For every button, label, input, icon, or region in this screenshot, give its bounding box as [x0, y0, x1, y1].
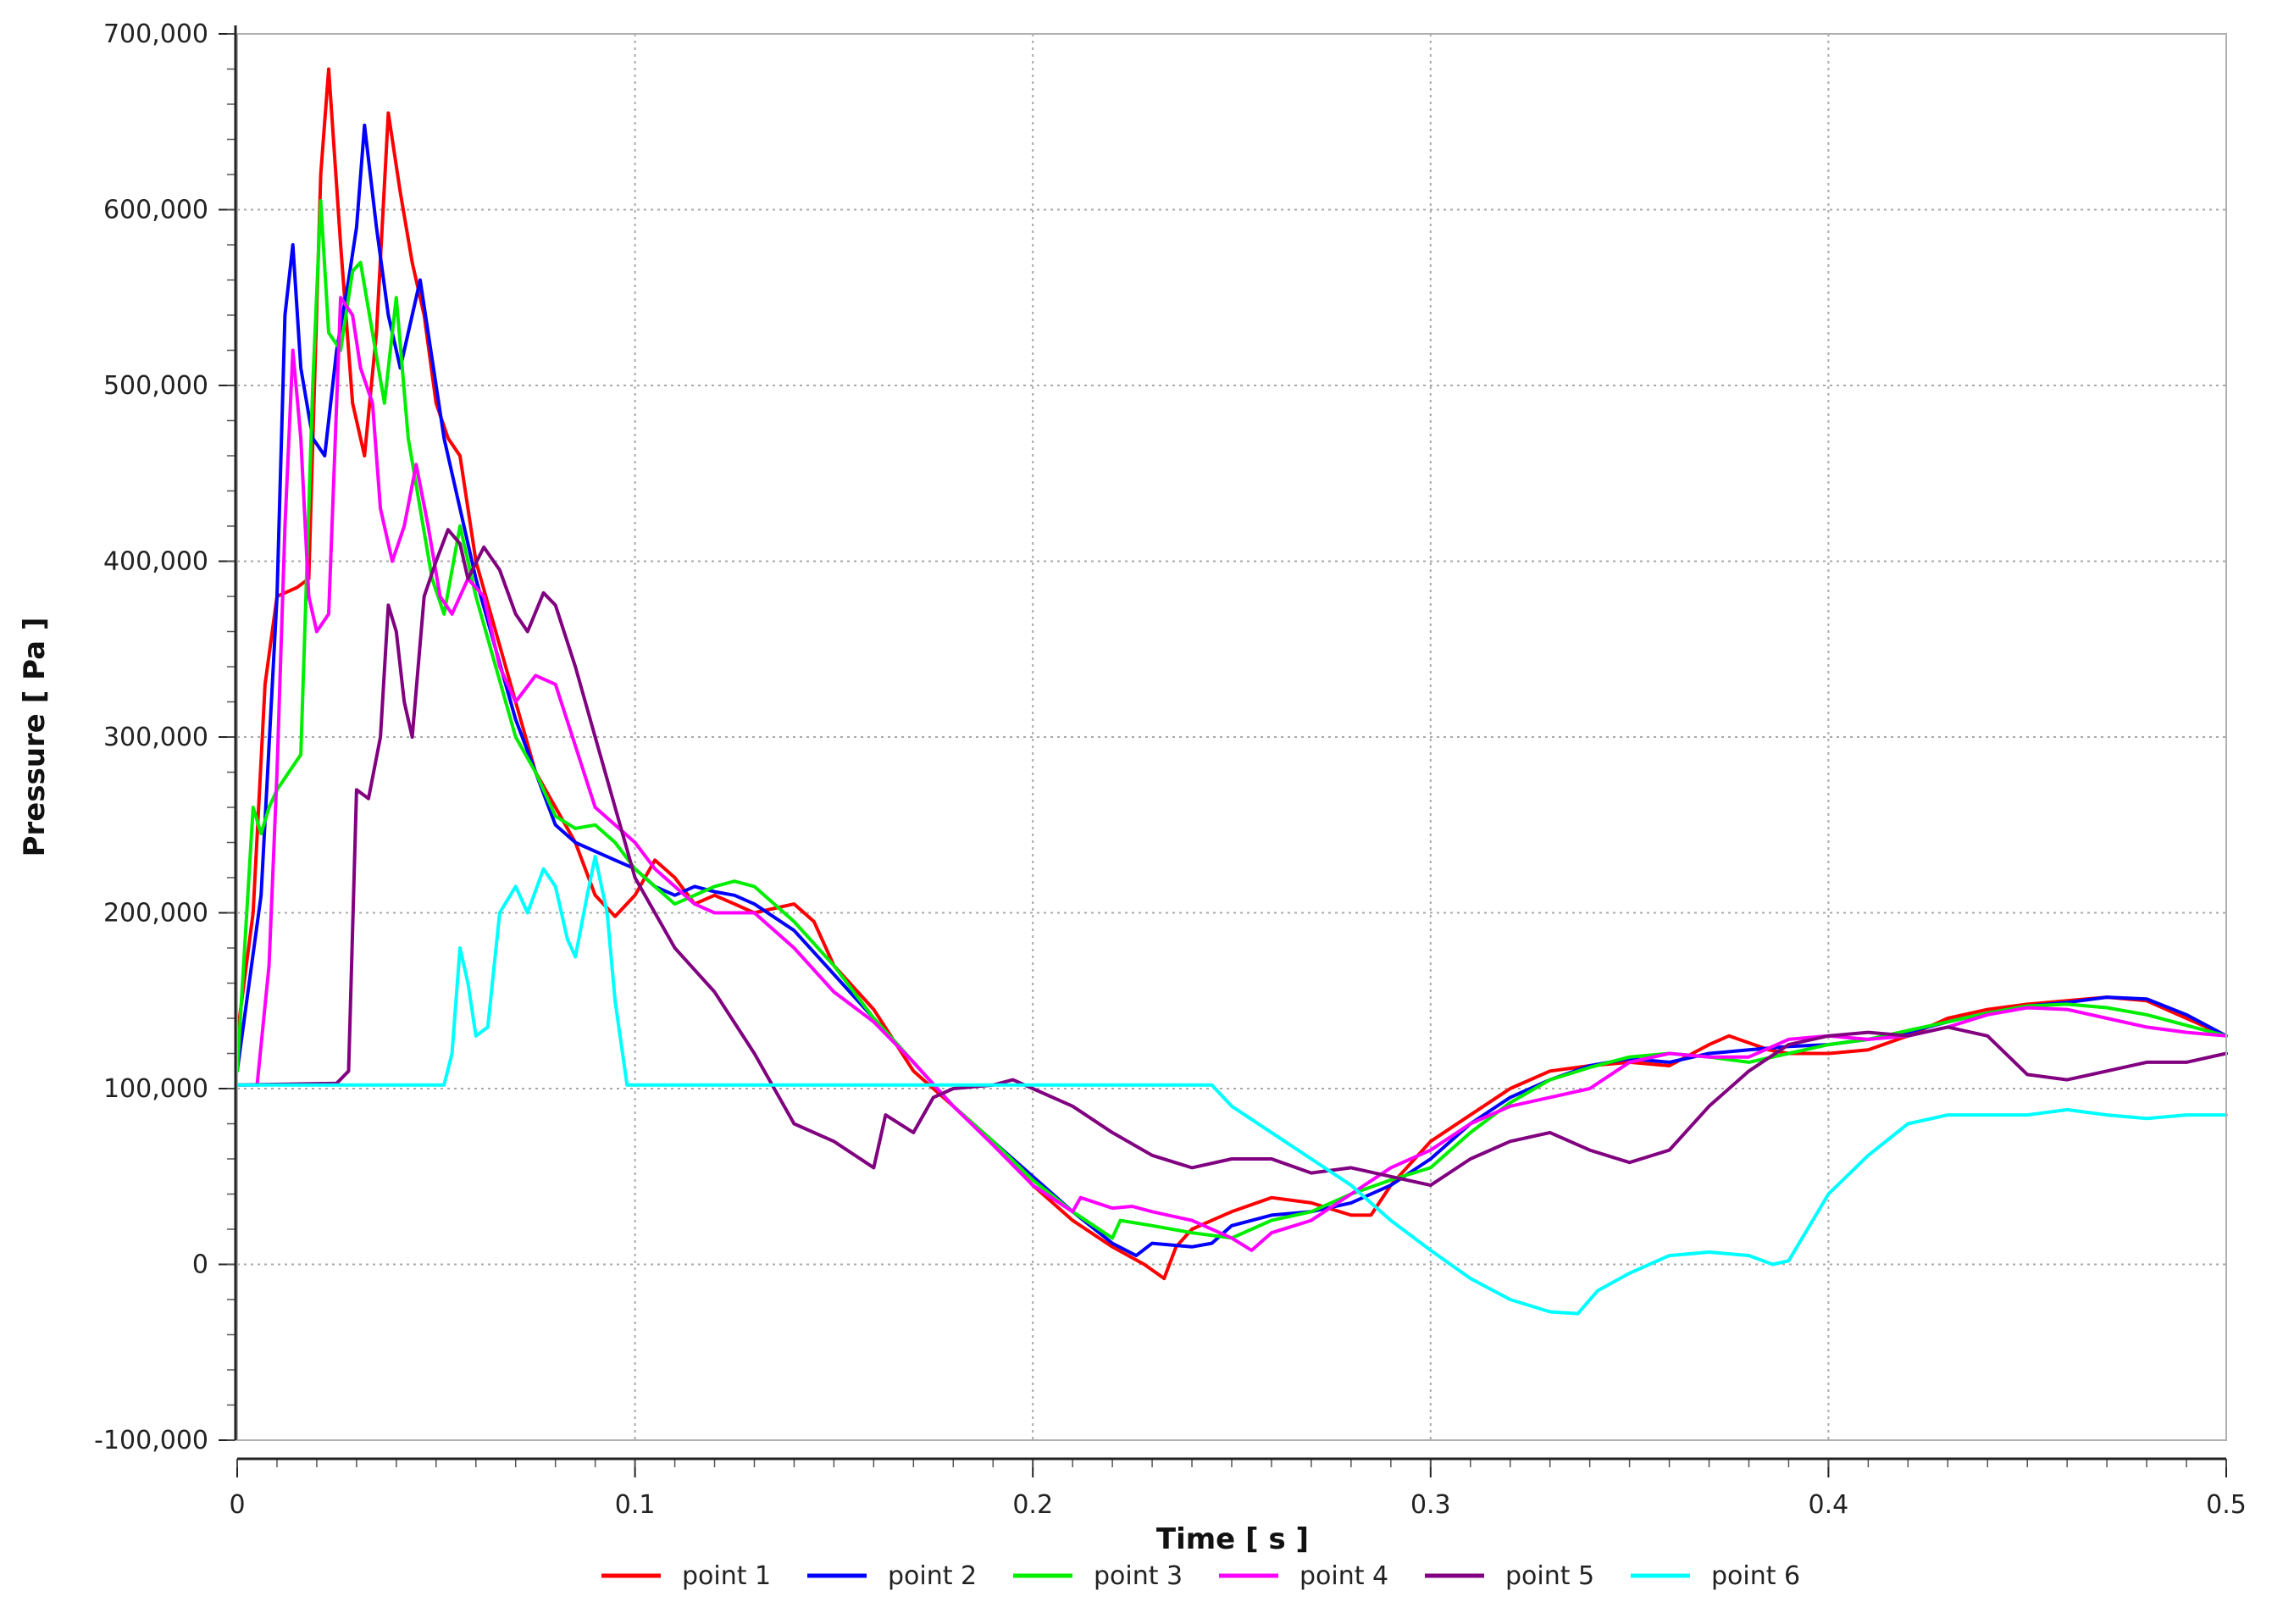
- y-tick-label: 700,000: [103, 19, 208, 49]
- y-tick-label: 400,000: [103, 547, 208, 577]
- legend-label-point-2: point 2: [888, 1561, 977, 1591]
- x-tick-labels: 0 0.1 0.2 0.3 0.4 0.5: [229, 1490, 2246, 1520]
- x-tick-label: 0.1: [615, 1490, 656, 1520]
- series-line-point-5: [236, 528, 2228, 1188]
- series-line-point-6: [236, 855, 2228, 1316]
- y-tick-labels: -100,000 0 100,000 200,000 300,000 400,000 500…: [94, 19, 208, 1455]
- y-tick-label: 0: [192, 1250, 208, 1280]
- axes: [219, 25, 2227, 1477]
- series-lines: [236, 67, 2228, 1316]
- series-line-point-3: [236, 199, 2228, 1240]
- y-tick-label: 300,000: [103, 723, 208, 752]
- legend-label-point-5: point 5: [1505, 1561, 1594, 1591]
- x-tick-label: 0.5: [2206, 1490, 2247, 1520]
- series-line-point-4: [236, 296, 2228, 1252]
- legend-label-point-6: point 6: [1711, 1561, 1800, 1591]
- x-axis-title: Time [ s ]: [1156, 1522, 1309, 1556]
- x-tick-label: 0.2: [1012, 1490, 1053, 1520]
- legend: point 1 point 2 point 3 point 4 point 5 point…: [601, 1561, 1800, 1591]
- y-tick-label: 600,000: [103, 196, 208, 225]
- x-tick-label: 0.4: [1809, 1490, 1849, 1520]
- y-tick-label: -100,000: [94, 1426, 208, 1455]
- legend-label-point-1: point 1: [682, 1561, 771, 1591]
- y-tick-label: 100,000: [103, 1074, 208, 1104]
- legend-label-point-3: point 3: [1094, 1561, 1183, 1591]
- series-line-point-2: [236, 123, 2228, 1258]
- x-tick-label: 0: [229, 1490, 245, 1520]
- x-tick-label: 0.3: [1410, 1490, 1451, 1520]
- series-line-point-1: [236, 67, 2228, 1281]
- y-tick-label: 500,000: [103, 371, 208, 401]
- legend-label-point-4: point 4: [1299, 1561, 1388, 1591]
- y-tick-label: 200,000: [103, 899, 208, 928]
- y-axis-title: Pressure [ Pa ]: [18, 618, 52, 857]
- plot-area-border: [236, 33, 2227, 1441]
